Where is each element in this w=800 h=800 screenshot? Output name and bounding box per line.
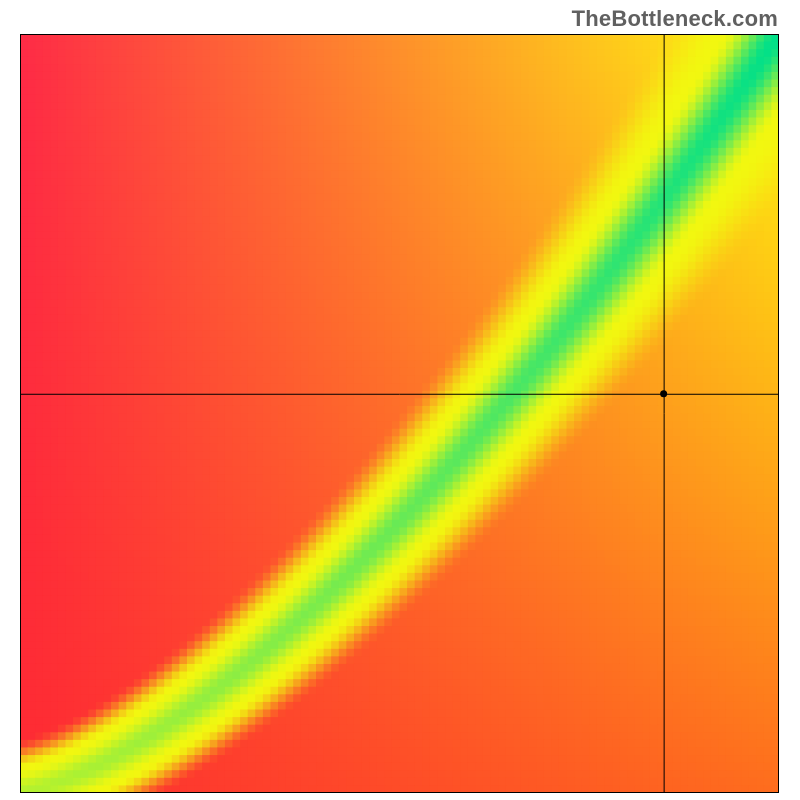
heatmap-canvas	[20, 34, 779, 793]
bottleneck-heatmap	[20, 34, 779, 793]
watermark-text: TheBottleneck.com	[572, 6, 778, 32]
